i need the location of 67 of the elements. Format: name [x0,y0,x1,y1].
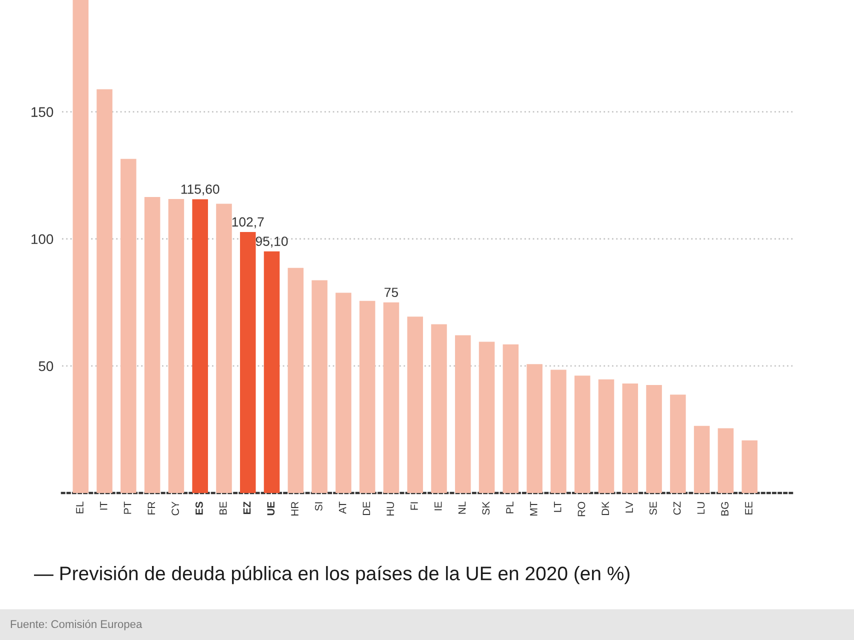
x-tick-label: PL [506,502,514,514]
bar [742,440,758,493]
data-label: 75 [384,288,398,298]
x-tick-label: MT [530,502,538,516]
data-label: 102,7 [232,217,264,228]
x-tick-label: ES [196,502,203,515]
x-tick-label: SE [649,502,657,515]
x-tick-label: AT [338,502,346,514]
x-tick-label: SK [482,501,490,515]
bar [312,280,328,493]
x-tick-label: EL [76,502,84,514]
bar [336,292,352,493]
y-tick-label: 150 [32,107,54,117]
x-tick-label: BG [721,502,729,516]
x-tick-label: LU [697,502,705,514]
x-tick-label: LV [626,501,633,512]
x-tick-label: PT [124,502,132,514]
x-tick-label: CY [172,502,179,516]
text: — Previsión de deuda pública en los países de la UE en 2020 (en %) [34,566,630,584]
bar [550,370,566,493]
x-tick-label: DE [362,502,370,515]
bar [598,379,614,493]
bar [694,426,710,493]
x-tick-label: IE [434,502,442,510]
x-tick-label: UE [267,502,275,516]
bar [192,199,208,493]
bar [168,198,184,493]
bar [407,316,424,493]
x-tick-label: SI [314,502,322,511]
x-tick-label: FI [410,502,418,510]
y-tick-label: 100 [32,234,54,244]
bar [526,364,542,493]
bar [646,384,662,493]
bar [478,342,495,493]
x-tick-label: HR [291,502,298,516]
x-tick-label: FR [148,502,156,514]
y-tick-label: 50 [38,361,54,372]
bar [502,344,519,493]
data-label: 115,60 [181,184,220,196]
bar [216,204,232,493]
data-label: 95,10 [256,236,288,248]
bar [383,302,400,493]
bar [718,428,734,493]
bar [72,0,89,493]
bar [288,268,304,493]
bar [264,251,280,493]
bar [120,158,136,493]
x-tick-label: CZ [673,502,681,515]
bar [240,232,256,493]
x-tick-label: NL [458,502,466,514]
x-tick-label: LT [554,502,562,512]
bar [359,300,376,493]
bar [431,324,447,493]
x-tick-label: HU [386,502,394,516]
x-tick-label: EE [745,502,752,514]
x-tick-label: DK [602,501,609,515]
bar [670,394,686,493]
bar [96,89,112,493]
source-note: Fuente: Comisión Europea [10,620,142,630]
bar [144,196,160,493]
x-tick-label: IT [100,502,108,510]
x-tick-label: BE [220,502,227,514]
x-tick-label: EZ [243,502,251,514]
bar [455,335,471,493]
bar [574,376,590,493]
x-tick-label: RO [578,502,586,516]
bar [622,383,638,493]
